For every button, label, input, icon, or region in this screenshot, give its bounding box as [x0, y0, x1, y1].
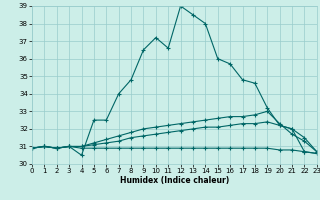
X-axis label: Humidex (Indice chaleur): Humidex (Indice chaleur) [120, 176, 229, 185]
